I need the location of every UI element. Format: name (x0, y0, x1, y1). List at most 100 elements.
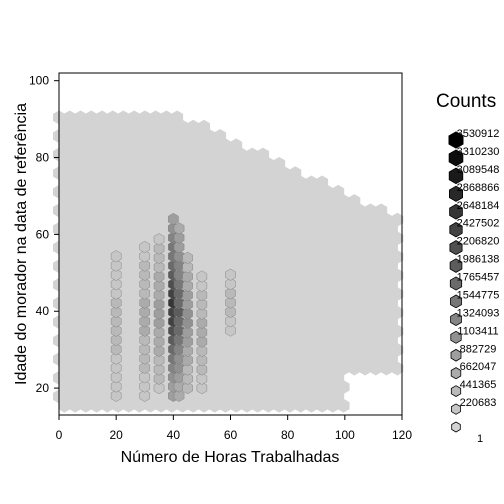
hex-cell-dense (182, 372, 193, 385)
legend-hex (450, 367, 462, 380)
x-tick-label: 0 (56, 428, 63, 442)
legend-hex (450, 294, 462, 309)
hex-cell-dense (196, 363, 208, 376)
hex-cell (106, 110, 119, 125)
hex-cell-dense (182, 279, 193, 292)
x-axis-label: Número de Horas Trabalhadas (121, 449, 340, 466)
y-tick-label: 40 (36, 304, 50, 318)
hex-cell-dense (139, 315, 151, 328)
hex-cell-dense (182, 382, 193, 395)
hex-cell-dense (225, 296, 236, 309)
legend-count-label: 3530912 (457, 128, 500, 140)
legend-hex (448, 131, 464, 149)
hex-cell-dense (196, 344, 208, 357)
background-hexes (52, 110, 404, 413)
hex-cell-dense (182, 316, 193, 330)
hex-cell (74, 110, 87, 125)
hex-cell (95, 110, 108, 125)
hex-cell-dense (173, 296, 185, 309)
hex-cell-dense (110, 268, 122, 281)
hex-cell-dense (173, 324, 185, 337)
hex-cell-dense (173, 361, 185, 374)
hex-cell-dense (153, 233, 165, 246)
legend-hex (449, 203, 463, 220)
hex-cell-dense (110, 389, 122, 402)
hex-cell-dense (225, 277, 236, 291)
legend-count-label: 2648184 (457, 200, 500, 212)
hex-cell-dense (110, 250, 122, 263)
hex-cell-dense (182, 363, 193, 376)
hex-cell-dense (139, 371, 151, 384)
hex-cell-dense (153, 261, 165, 274)
hex-cell-dense (153, 363, 165, 376)
hex-cell (198, 119, 210, 134)
legend-hex (449, 222, 463, 238)
legend-count-label: 1103411 (457, 325, 498, 337)
hex-cell-dense (173, 315, 185, 328)
legend-count-label: 1324093 (457, 307, 500, 319)
hex-cell-dense (110, 371, 122, 384)
x-tick-label: 80 (281, 428, 295, 442)
hex-cell-dense (139, 250, 151, 263)
hex-cell-dense (225, 268, 236, 281)
hex-cell-dense (182, 307, 193, 320)
hex-cell-dense (153, 251, 165, 264)
y-tick-label: 20 (36, 381, 50, 395)
legend-hex (450, 330, 462, 344)
hex-cell-dense (139, 389, 151, 402)
hex-cell-dense (182, 251, 193, 264)
hex-cell-dense (173, 231, 185, 244)
hex-cell-dense (110, 259, 122, 272)
legend-items: 3530912 3310230 3089548 2868866 2648184 24275… (448, 128, 500, 445)
x-tick-label: 60 (224, 428, 238, 442)
hex-cell-dense (153, 316, 165, 330)
legend-hex (451, 421, 461, 433)
hex-cell-dense (196, 298, 208, 311)
hex-cell-dense (196, 270, 208, 283)
legend-hex (448, 185, 464, 202)
hex-cell-dense (196, 382, 208, 395)
hex-cell-dense (153, 382, 165, 395)
hex-cell (149, 110, 162, 125)
hex-cell-dense (153, 279, 165, 292)
legend-count-label: 1 (477, 433, 483, 445)
hex-cell-dense (139, 352, 151, 365)
hex-cell-dense (173, 250, 185, 263)
hex-cell (171, 110, 184, 125)
legend-count-label: 662047 (460, 361, 497, 373)
legend-count-label: 2206820 (457, 236, 500, 248)
hex-cell-dense (173, 343, 185, 356)
hex-cell (246, 147, 259, 162)
legend-title: Counts (436, 91, 496, 112)
legend-hex (448, 167, 464, 185)
hex-cell (214, 129, 227, 143)
x-tick-label: 120 (392, 428, 412, 442)
hex-cell-dense (153, 335, 165, 348)
hex-cell-dense (196, 372, 208, 385)
hex-cell-dense (139, 259, 151, 272)
x-tick-label: 100 (335, 428, 355, 442)
y-tick-label: 60 (36, 227, 50, 241)
x-tick-label: 40 (167, 428, 181, 442)
hex-cell-dense (182, 289, 193, 302)
hex-cell-dense (110, 361, 122, 374)
hex-cell-dense (196, 289, 208, 302)
hex-cell-dense (110, 315, 122, 328)
legend-count-label: 1765457 (457, 272, 500, 284)
legend-hex (450, 312, 462, 327)
hex-cell-dense (173, 306, 185, 319)
hex-cell (375, 203, 388, 218)
hex-cell-dense (225, 324, 236, 337)
hex-cell-dense (225, 315, 236, 328)
hex-cell (138, 110, 151, 125)
hex-cell-dense (153, 372, 165, 385)
legend-hex (448, 149, 464, 167)
hex-cell-dense (196, 316, 208, 330)
dense-hexes (110, 213, 236, 402)
legend-count-label: 3310230 (457, 146, 500, 158)
hex-cell-dense (173, 380, 185, 393)
hex-cell-dense (110, 296, 122, 309)
hex-cell-dense (182, 270, 193, 283)
hex-cell-dense (168, 213, 179, 226)
